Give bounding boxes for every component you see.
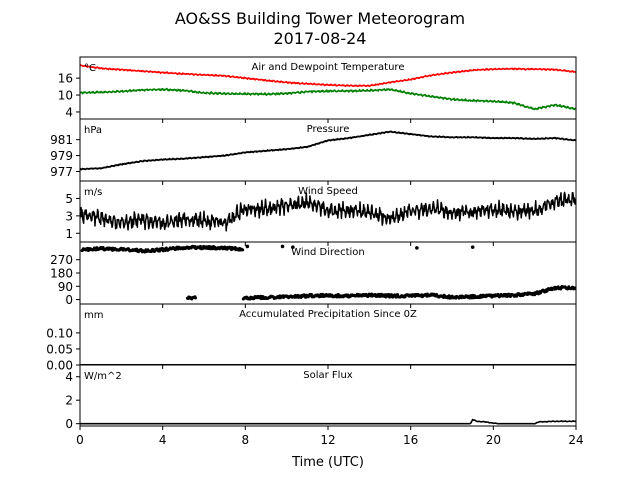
dewpoint-line xyxy=(80,87,576,111)
y-tick-label: 0 xyxy=(65,417,73,431)
wind-direction-point xyxy=(470,245,475,249)
wind-direction-point xyxy=(291,245,295,249)
wind-direction-point xyxy=(280,244,285,249)
y-tick-label: 180 xyxy=(50,267,73,281)
wind-direction-point xyxy=(396,293,400,297)
panel-title: Solar Flux xyxy=(303,370,353,381)
y-tick-label: 10 xyxy=(58,89,73,103)
y-tick-label: 16 xyxy=(58,72,73,86)
figure-title: AO&SS Building Tower Meteorogram xyxy=(175,9,465,28)
panel-3-plot-area xyxy=(80,191,576,232)
panel-units-label: mm xyxy=(84,310,103,321)
y-tick-label: 981 xyxy=(50,133,73,147)
panel-1-plot-area xyxy=(80,64,576,111)
panel-2-plot-area xyxy=(80,130,576,171)
panel-title: Air and Dewpoint Temperature xyxy=(252,62,405,73)
panel-6-plot-area xyxy=(80,418,576,425)
temperature-line xyxy=(80,64,576,88)
x-axis-label: Time (UTC) xyxy=(291,455,364,470)
panel-title: Wind Speed xyxy=(298,186,358,197)
x-tick-label: 4 xyxy=(159,433,167,447)
x-tick-label: 20 xyxy=(486,433,501,447)
panel-4-plot-area xyxy=(80,244,576,301)
y-tick-label: 979 xyxy=(50,149,73,163)
y-tick-label: 270 xyxy=(50,253,73,267)
x-axis: 0 4 8 12 16 20 24 xyxy=(76,433,583,447)
y-tick-label: 977 xyxy=(50,165,73,179)
wind-direction-point xyxy=(241,248,245,252)
wind-direction-point xyxy=(415,246,419,250)
y-tick-label: 0.00 xyxy=(46,359,73,373)
y-tick-label: 1 xyxy=(65,227,73,241)
y-tick-label: 2 xyxy=(65,394,73,408)
panel-5: 0.00 0.05 0.10 mm Accumulated Precipitation … xyxy=(46,303,577,373)
panel-title: Pressure xyxy=(307,124,350,135)
panel-units-label: W/m^2 xyxy=(84,371,122,382)
panel-units-label: m/s xyxy=(84,187,102,198)
solar-flux-line xyxy=(80,418,576,425)
panel-2: 977 979 981 hPa Pressure xyxy=(50,118,577,185)
x-tick-label: 24 xyxy=(568,433,583,447)
y-tick-label: 0 xyxy=(65,293,73,307)
y-tick-label: 4 xyxy=(65,105,73,119)
y-tick-label: 0.05 xyxy=(46,342,73,356)
y-tick-label: 90 xyxy=(58,280,73,294)
panel-units-label: °C xyxy=(84,63,96,74)
y-tick-label: 3 xyxy=(65,209,73,223)
panel-3: 1 3 5 m/s Wind Speed xyxy=(65,180,577,246)
panel-title: Accumulated Precipitation Since 0Z xyxy=(239,309,417,320)
wind-direction-point xyxy=(194,296,198,300)
x-tick-label: 0 xyxy=(76,433,84,447)
y-tick-label: 0.10 xyxy=(46,326,73,340)
wind-speed-line xyxy=(80,191,576,232)
pressure-line xyxy=(80,130,576,171)
x-tick-label: 12 xyxy=(320,433,335,447)
y-tick-label: 4 xyxy=(65,370,73,384)
figure-date: 2017-08-24 xyxy=(274,29,367,48)
wind-direction-point xyxy=(245,244,250,249)
wind-direction-point xyxy=(198,244,202,248)
panel-title: Wind Direction xyxy=(291,247,365,258)
x-tick-label: 8 xyxy=(242,433,250,447)
x-tick-label: 16 xyxy=(403,433,418,447)
y-tick-label: 5 xyxy=(65,192,73,206)
panel-units-label: hPa xyxy=(84,125,102,136)
panel-6: 0 2 4 W/m^2 Solar Flux xyxy=(65,364,577,431)
panel-1: 4 10 16 °C Air and Dewpoint Temperature xyxy=(58,56,577,123)
